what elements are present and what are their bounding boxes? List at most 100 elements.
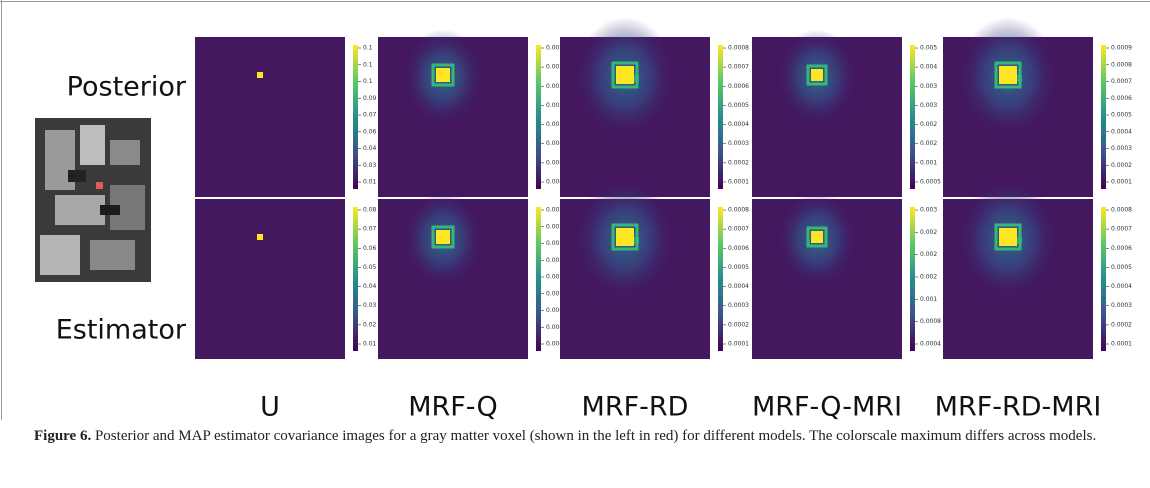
colorbar-tick-label: 0.1 (363, 45, 373, 52)
column-label: MRF-RD-MRI (935, 392, 1102, 421)
heatmap-peak (616, 228, 634, 246)
colorbar-tick-label: 0.003 (920, 102, 937, 109)
heatmap-peak (436, 68, 450, 82)
heatmap-rim (431, 225, 455, 249)
colorbar-tick-label: 0.1 (363, 61, 373, 68)
colorbar-tick-label: 0.0005 (1111, 112, 1132, 119)
colorbar-tick-label: 0.001 (920, 296, 937, 303)
heatmap-rim (994, 223, 1022, 251)
colorbar-tick-label: 0.06 (363, 128, 377, 135)
heatmap-panel (378, 191, 528, 359)
brain-image (35, 118, 151, 282)
colorbar-tick-label: 0.0008 (546, 307, 567, 314)
heatmap-peak (616, 66, 634, 84)
colorbar-tick-label: 0.002 (546, 45, 563, 52)
column-label: MRF-RD (582, 392, 689, 421)
colorbar-tick-label: 0.0001 (728, 179, 749, 186)
colorbar-tick-label: 0.0008 (920, 318, 941, 325)
colorbar-tick-label: 0.0003 (546, 341, 567, 348)
colorbar-tick-label: 0.0004 (1111, 128, 1132, 135)
colorbar-tick-label: 0.002 (546, 223, 563, 230)
colorbar-tick-label: 0.002 (546, 207, 563, 214)
colorbar-tick-label: 0.0005 (1111, 264, 1132, 271)
colorbar (1101, 207, 1106, 351)
colorbar-tick-label: 0.0005 (728, 102, 749, 109)
colorbar-tick-label: 0.0002 (1111, 162, 1132, 169)
colorbar (536, 207, 541, 351)
colorbar-tick-label: 0.0001 (728, 341, 749, 348)
caption-text: Posterior and MAP estimator covariance i… (94, 428, 1097, 444)
colorbar-tick-label: 0.004 (920, 64, 937, 71)
heatmap-rim (431, 63, 455, 87)
colorbar-tick-label: 0.04 (363, 145, 377, 152)
row-label: Posterior (67, 72, 187, 103)
heatmap-peak (811, 231, 823, 243)
caption: Figure 6. Posterior and MAP estimator co… (34, 424, 1124, 448)
colorbar-tick-label: 0.07 (363, 112, 377, 119)
colorbar-tick-label: 0.0009 (546, 140, 567, 147)
colorbar-tick-label: 0.0005 (920, 179, 941, 186)
heatmap-panel (752, 191, 902, 359)
colorbar-tick-label: 0.03 (363, 162, 377, 169)
heatmap-panel (560, 179, 710, 359)
colorbar-tick-label: 0.03 (363, 302, 377, 309)
colorbar (536, 45, 541, 189)
colorbar (353, 207, 358, 351)
colorbar-tick-label: 0.003 (920, 207, 937, 214)
heatmap-bg (195, 199, 345, 359)
colorbar (718, 45, 723, 189)
colorbar-tick-label: 0.08 (363, 207, 377, 214)
heatmap-rim (611, 223, 639, 251)
colorbar-tick-label: 0.0006 (1111, 245, 1132, 252)
colorbar-tick-label: 0.002 (546, 102, 563, 109)
colorbar (910, 207, 915, 351)
colorbar-tick-label: 0.0007 (728, 64, 749, 71)
colorbar-tick-label: 0.001 (920, 159, 937, 166)
colorbar-tick-label: 0.0001 (1111, 179, 1132, 186)
colorbar-tick-label: 0.003 (920, 83, 937, 90)
heatmap-rim (806, 226, 828, 248)
heatmap-peak (999, 66, 1017, 84)
colorbar (1101, 45, 1106, 189)
heatmap-peak (999, 228, 1017, 246)
colorbar-tick-label: 0.002 (546, 257, 563, 264)
colorbar-tick-label: 0.0003 (728, 302, 749, 309)
colorbar-tick-label: 0.0008 (1111, 61, 1132, 68)
heatmap-rim (611, 61, 639, 89)
colorbar-tick-label: 0.002 (546, 83, 563, 90)
heatmap-panel (195, 199, 345, 359)
heatmap-panel (943, 17, 1093, 197)
colorbar-tick-label: 0.0003 (1111, 302, 1132, 309)
colorbar-tick-label: 0.0006 (1111, 95, 1132, 102)
colorbar-tick-label: 0.09 (363, 95, 377, 102)
column-label: MRF-Q (408, 392, 498, 421)
column-label: MRF-Q-MRI (752, 392, 902, 421)
colorbar-tick-label: 0.1 (363, 78, 373, 85)
colorbar-tick-label: 0.01 (363, 341, 377, 348)
colorbar-tick-label: 0.0003 (546, 179, 567, 186)
colorbar (910, 45, 915, 189)
colorbar-tick-label: 0.0009 (1111, 45, 1132, 52)
colorbar-tick-label: 0.001 (546, 290, 563, 297)
heatmap-peak (436, 230, 450, 244)
colorbar-tick-label: 0.0001 (1111, 341, 1132, 348)
colorbar-tick-label: 0.0007 (1111, 226, 1132, 233)
colorbar-tick-label: 0.002 (920, 274, 937, 281)
colorbar-tick-label: 0.0002 (728, 159, 749, 166)
colorbar-tick-label: 0.001 (546, 274, 563, 281)
colorbar-tick-label: 0.0004 (1111, 283, 1132, 290)
caption-label: Figure 6. (34, 428, 92, 444)
colorbar-tick-label: 0.0008 (1111, 207, 1132, 214)
colorbar-tick-label: 0.0003 (728, 140, 749, 147)
colorbar-tick-label: 0.0006 (728, 245, 749, 252)
heatmap-peak (811, 69, 823, 81)
figure: Posterior Estimator U 0.1 0.1 0.1 0.09 0.07 0.06… (0, 0, 1150, 420)
heatmap-panel (560, 17, 710, 197)
colorbar-tick-label: 0.0006 (546, 159, 567, 166)
colorbar (353, 45, 358, 189)
colorbar-tick-label: 0.002 (920, 140, 937, 147)
heatmap-bg (195, 37, 345, 197)
heatmap-rim (994, 61, 1022, 89)
colorbar-tick-label: 0.0003 (1111, 145, 1132, 152)
